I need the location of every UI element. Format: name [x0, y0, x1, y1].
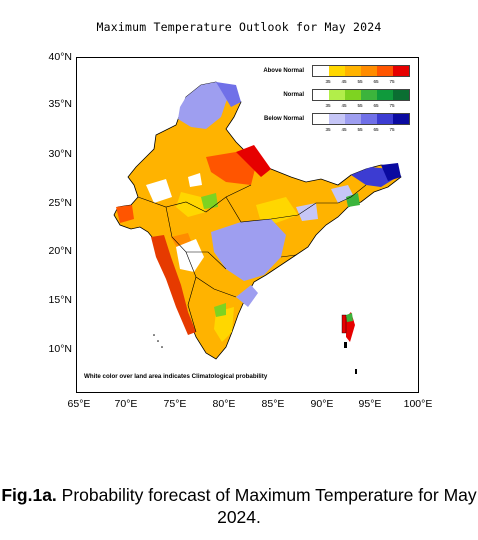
footnote: White color over land area indicates Cli… [84, 373, 268, 380]
legend-above-swatch-1 [329, 66, 345, 76]
lon-label-75e: 75°E [163, 398, 187, 410]
lon-label-65e: 65°E [67, 398, 91, 410]
legend-normal-swatch-0 [313, 90, 329, 100]
map-title: Maximum Temperature Outlook for May 2024 [96, 20, 382, 34]
india-map [113, 81, 402, 374]
legend-below-swatch-4 [377, 114, 393, 124]
legend-normal-bar [312, 89, 410, 101]
lat-label-35n: 35°N [48, 98, 72, 110]
legend-tick: 45 [341, 79, 347, 84]
legend-below-ticks: 35 45 55 65 75 [320, 127, 416, 132]
legend-below-swatch-3 [361, 114, 377, 124]
legend-tick: 55 [357, 127, 363, 132]
legend-tick: 55 [357, 103, 363, 108]
lat-label-10n: 10°N [48, 343, 72, 355]
legend-above-label: Above Normal [263, 68, 304, 74]
below-normal-region [178, 82, 401, 307]
lat-label-15n: 15°N [48, 294, 72, 306]
legend-tick: 75 [389, 103, 395, 108]
lon-label-70e: 70°E [114, 398, 138, 410]
legend-above-bar [312, 65, 410, 77]
legend-tick: 35 [325, 127, 331, 132]
legend-normal-swatch-5 [393, 90, 409, 100]
lon-label-100e: 100°E [403, 398, 433, 410]
andaman-islands [341, 314, 357, 374]
legend-tick: 65 [373, 127, 379, 132]
legend-tick: 35 [325, 103, 331, 108]
lat-label-25n: 25°N [48, 197, 72, 209]
legend-tick: 55 [357, 79, 363, 84]
caption-prefix: Fig.1a. [1, 485, 57, 505]
legend-normal-ticks: 35 45 55 65 75 [320, 103, 416, 108]
legend-normal-swatch-4 [377, 90, 393, 100]
legend-normal-swatch-3 [361, 90, 377, 100]
legend-below-swatch-2 [345, 114, 361, 124]
normal-region [201, 193, 360, 322]
legend-tick: 75 [389, 127, 395, 132]
legend-tick: 65 [373, 79, 379, 84]
state-borders [137, 184, 367, 333]
lat-label-40n: 40°N [48, 51, 72, 63]
legend-above-swatch-4 [377, 66, 393, 76]
legend-above-swatch-3 [361, 66, 377, 76]
legend-above-ticks: 35 45 55 65 75 [320, 79, 416, 84]
climatological-region [146, 173, 204, 272]
legend-tick: 35 [325, 79, 331, 84]
lon-label-85e: 85°E [261, 398, 285, 410]
figure-caption: Fig.1a. Probability forecast of Maximum … [0, 484, 478, 528]
legend-above-swatch-2 [345, 66, 361, 76]
legend-below-bar [312, 113, 410, 125]
lon-label-80e: 80°E [212, 398, 236, 410]
legend-below-swatch-5 [393, 114, 409, 124]
lon-label-95e: 95°E [358, 398, 382, 410]
legend-above-swatch-0 [313, 66, 329, 76]
legend-above-swatch-5 [393, 66, 409, 76]
legend-tick: 45 [341, 103, 347, 108]
legend-below-swatch-0 [313, 114, 329, 124]
lat-label-20n: 20°N [48, 245, 72, 257]
caption-text: Probability forecast of Maximum Temperat… [56, 485, 477, 527]
legend-normal-swatch-1 [329, 90, 345, 100]
legend-normal-label: Normal [283, 92, 304, 98]
legend-below-label: Below Normal [263, 116, 304, 122]
legend-tick: 45 [341, 127, 347, 132]
lakshadweep-islands [153, 334, 163, 348]
lat-label-30n: 30°N [48, 148, 72, 160]
legend-below-swatch-1 [329, 114, 345, 124]
legend-normal-swatch-2 [345, 90, 361, 100]
legend-tick: 65 [373, 103, 379, 108]
legend-tick: 75 [389, 79, 395, 84]
lon-label-90e: 90°E [310, 398, 334, 410]
